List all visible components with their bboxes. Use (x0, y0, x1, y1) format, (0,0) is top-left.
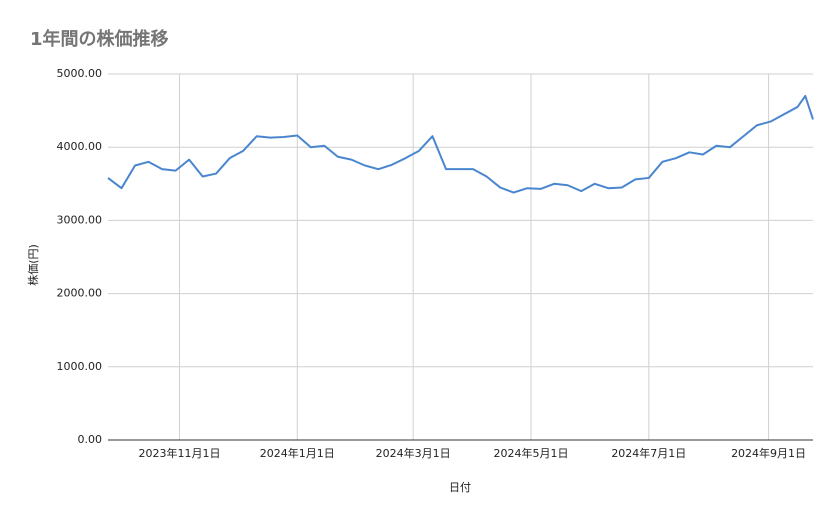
x-tick-label: 2024年1月1日 (260, 446, 335, 460)
x-tick-label: 2024年9月1日 (731, 446, 806, 460)
y-tick-label: 1000.00 (57, 360, 103, 373)
y-tick-label: 5000.00 (57, 67, 103, 80)
x-tick-label: 2024年3月1日 (376, 446, 451, 460)
y-tick-label: 2000.00 (57, 287, 103, 300)
y-tick-label: 4000.00 (57, 140, 103, 153)
x-tick-label: 2024年7月1日 (611, 446, 686, 460)
x-tick-label: 2024年5月1日 (494, 446, 569, 460)
y-tick-label: 0.00 (78, 433, 103, 446)
y-axis-label: 株価(円) (26, 244, 40, 286)
x-tick-label: 2023年11月1日 (138, 446, 220, 460)
chart-title: 1年間の株価推移 (30, 28, 169, 50)
y-tick-label: 3000.00 (57, 213, 103, 226)
data-line (107, 94, 814, 194)
x-axis-label: 日付 (449, 481, 471, 494)
